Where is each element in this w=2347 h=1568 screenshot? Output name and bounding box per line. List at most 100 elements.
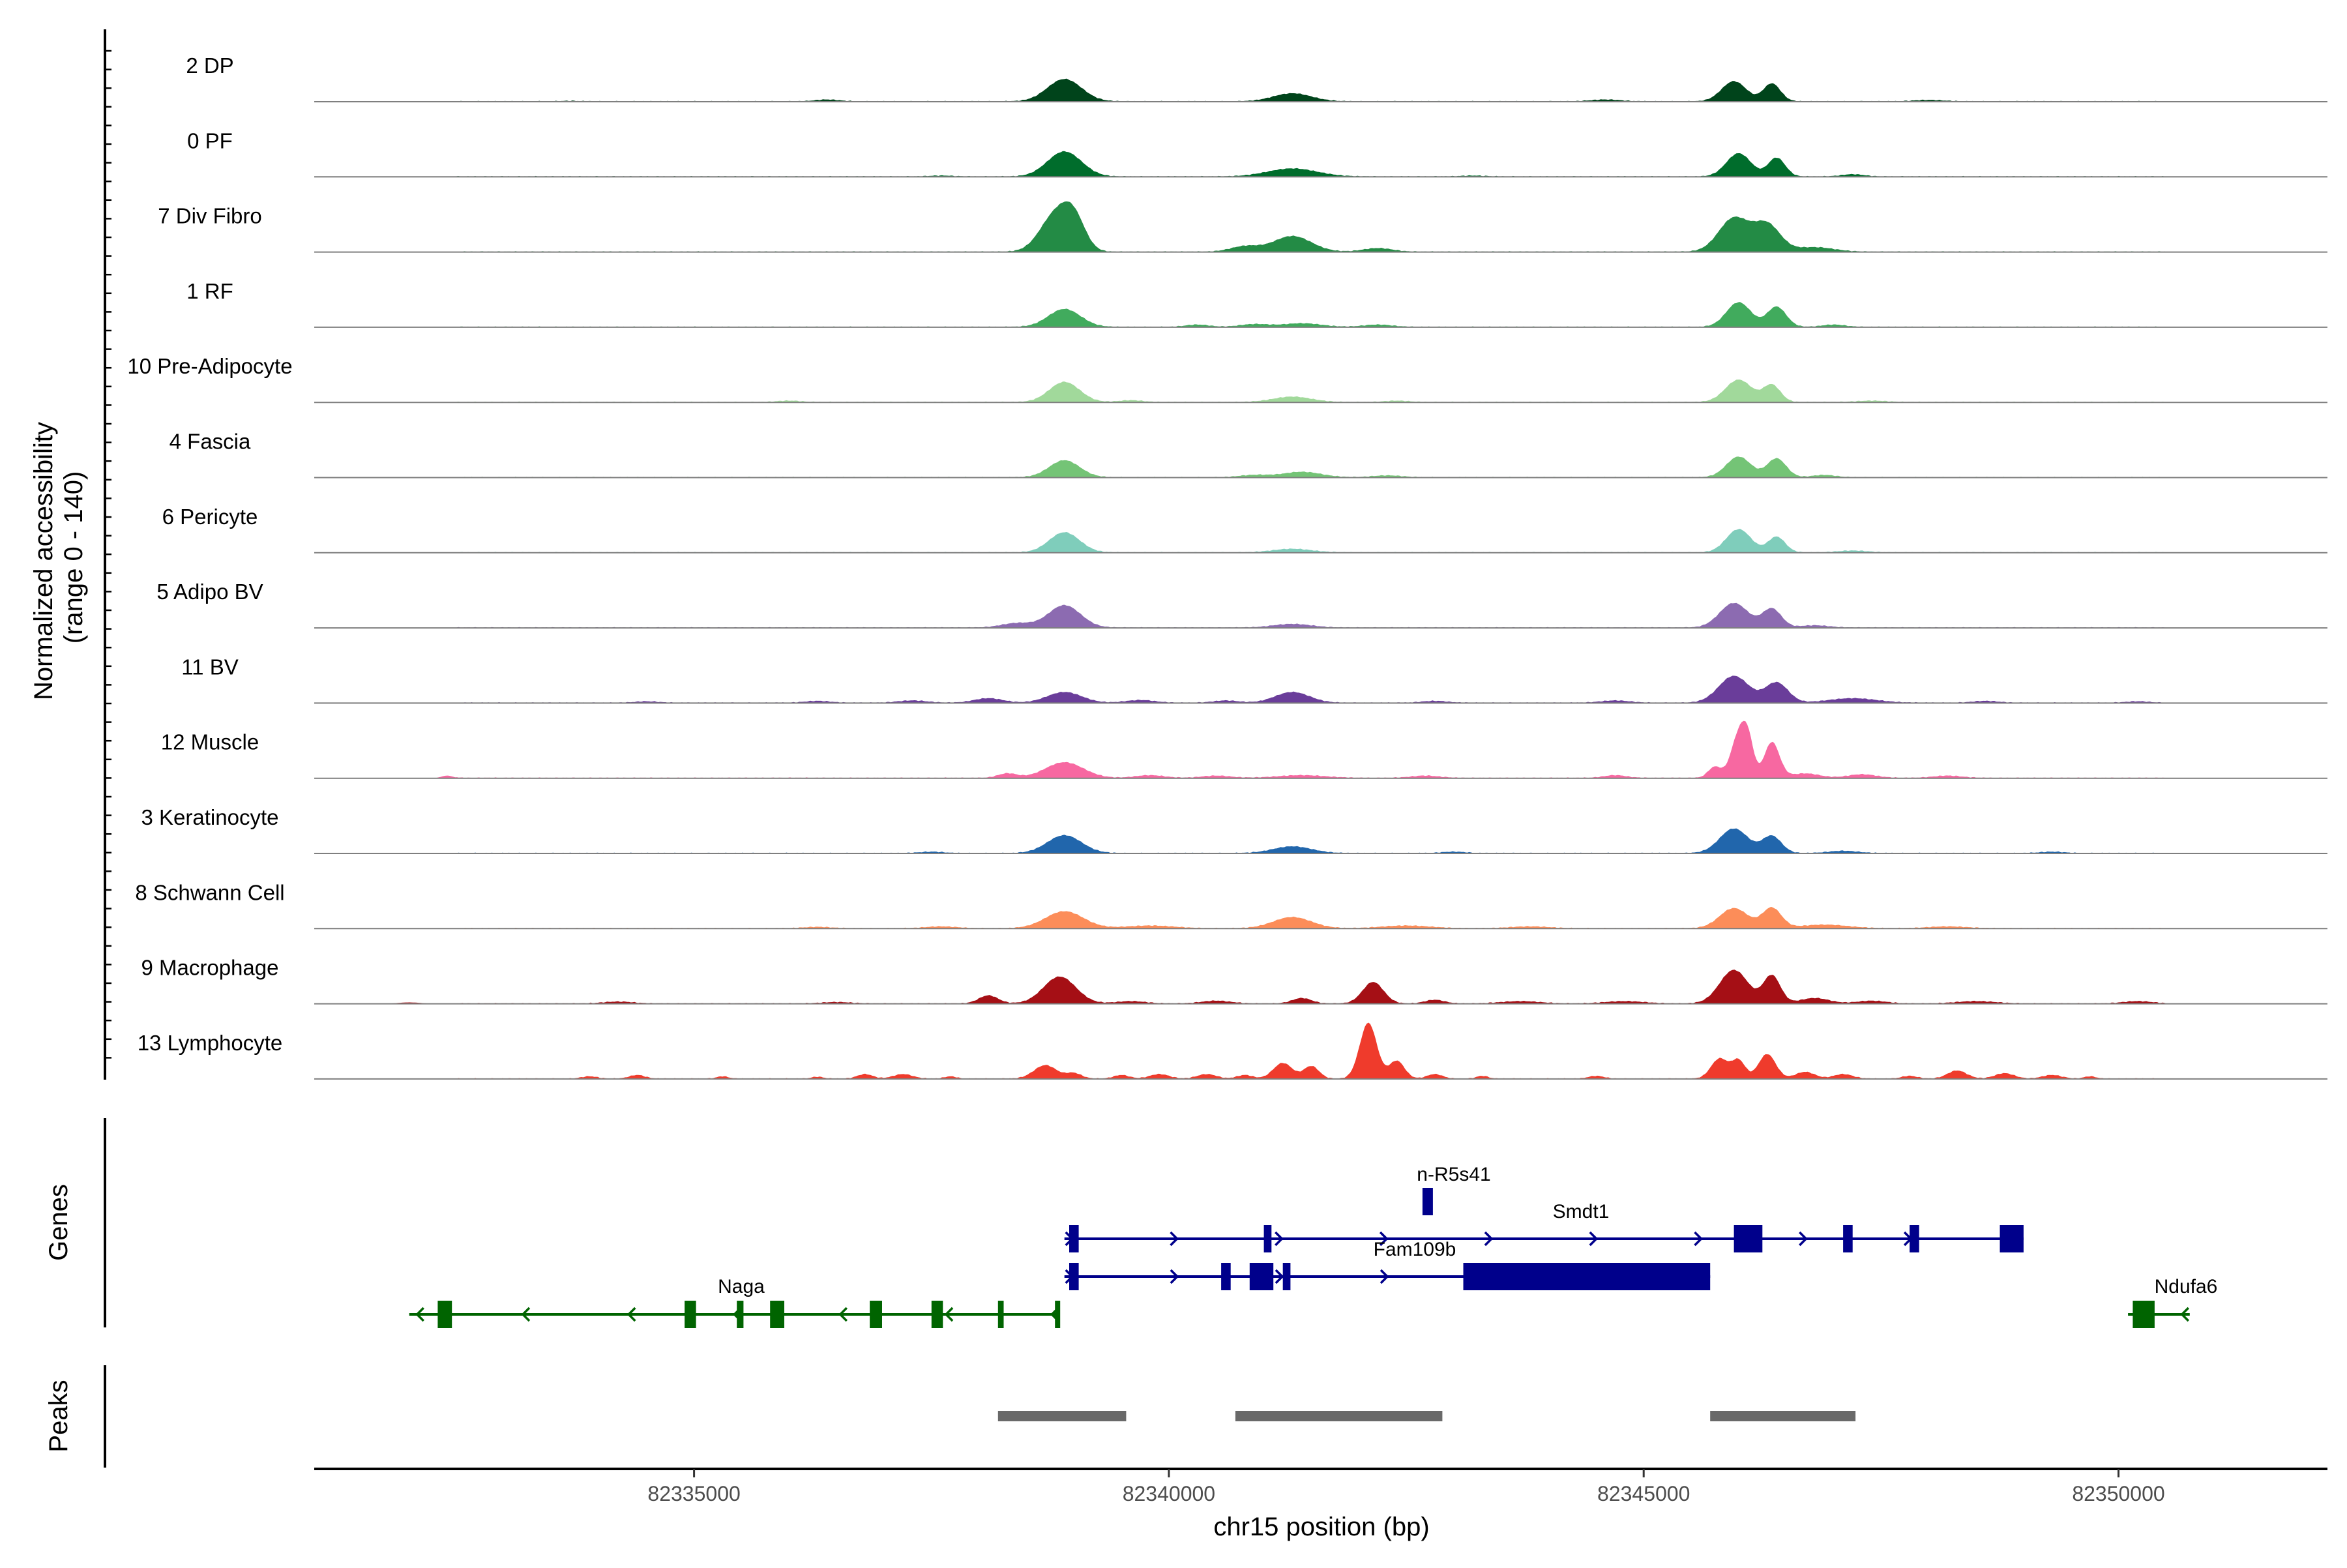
x-tick-label: 82335000 (647, 1482, 740, 1505)
coverage-area-10-pre-adipocyte (314, 379, 2327, 403)
exon-block (1069, 1263, 1079, 1290)
exon-block (997, 1301, 1004, 1328)
coverage-area-2-dp (314, 78, 2327, 102)
y-axis (104, 29, 111, 1080)
exon-block (1843, 1225, 1853, 1252)
gene-n-r5s41: n-R5s41 (1417, 1164, 1491, 1215)
exon-block (1282, 1263, 1291, 1290)
strand-arrow (1694, 1231, 1703, 1247)
gene-ndufa6: Ndufa6 (2128, 1276, 2217, 1328)
gene-label-ndufa6: Ndufa6 (2155, 1276, 2218, 1297)
exon-block (1263, 1225, 1272, 1252)
strand-arrow (1275, 1269, 1284, 1284)
coverage-area-3-keratinocyte (314, 828, 2327, 853)
track-8-schwann-cell: 8 Schwann Cell (135, 880, 2327, 930)
exon-block (685, 1301, 696, 1328)
x-tick-label: 82340000 (1123, 1482, 1215, 1505)
track-label-12-muscle: 12 Muscle (161, 730, 259, 754)
track-label-5-adipo-bv: 5 Adipo BV (156, 580, 263, 604)
track-label-13-lymphocyte: 13 Lymphocyte (138, 1031, 283, 1055)
exon-block (1734, 1225, 1763, 1252)
coverage-area-8-schwann-cell (314, 906, 2327, 929)
strand-arrow (1379, 1231, 1389, 1247)
exon-block (1422, 1188, 1433, 1215)
y-axis-title: Normalized accessibility (range 0 - 140) (29, 415, 88, 700)
track-label-4-fascia: 4 Fascia (170, 430, 251, 454)
exon-block (931, 1301, 943, 1328)
strand-arrow (2180, 1307, 2190, 1322)
track-label-10-pre-adipocyte: 10 Pre-Adipocyte (127, 354, 292, 378)
track-12-muscle: 12 Muscle (161, 720, 2327, 779)
track-label-11-bv: 11 BV (181, 655, 238, 679)
strand-arrow (1380, 1269, 1389, 1284)
gene-annotation-panel: Naga Smdt1 Fam109b n-R5s41 Ndufa6 (104, 1118, 2217, 1328)
exon-block (770, 1301, 784, 1328)
strand-arrow (1484, 1231, 1494, 1247)
exon-block (1069, 1225, 1079, 1252)
gene-naga: Naga (409, 1276, 1061, 1328)
peak-region (1235, 1411, 1443, 1421)
exon-block (1055, 1301, 1061, 1328)
exon-block (1221, 1263, 1231, 1290)
coverage-area-13-lymphocyte (314, 1022, 2327, 1079)
gene-label-n-r5s41: n-R5s41 (1417, 1164, 1490, 1185)
coverage-area-5-adipo-bv (314, 602, 2327, 629)
gene-smdt1: Smdt1 (1064, 1201, 2024, 1252)
peak-region (997, 1411, 1127, 1421)
gene-label-smdt1: Smdt1 (1553, 1201, 1610, 1222)
track-label-1-rf: 1 RF (186, 279, 233, 303)
track-4-fascia: 4 Fascia (170, 430, 2327, 479)
gene-label-fam109b: Fam109b (1374, 1239, 1456, 1260)
coverage-tracks: 2 DP 0 PF 7 Div Fibro 1 RF 10 Pre-Adipocyte 4… (127, 53, 2327, 1080)
track-11-bv: 11 BV (181, 655, 2327, 704)
exon-block (2133, 1301, 2155, 1328)
gene-fam109b: Fam109b (1064, 1239, 1711, 1290)
strand-arrow (1799, 1231, 1808, 1247)
strand-arrow (1170, 1231, 1179, 1247)
x-tick-label: 82350000 (2072, 1482, 2164, 1505)
gene-label-naga: Naga (718, 1276, 765, 1297)
track-label-7-div-fibro: 7 Div Fibro (158, 204, 262, 228)
track-9-macrophage: 9 Macrophage (141, 956, 2327, 1005)
exon-block (2000, 1225, 2024, 1252)
exon-block (1910, 1225, 1919, 1252)
x-axis: 82335000 82340000 82345000 82350000 (314, 1468, 2327, 1505)
strand-arrow (627, 1307, 636, 1322)
track-label-8-schwann-cell: 8 Schwann Cell (135, 880, 284, 904)
track-5-adipo-bv: 5 Adipo BV (156, 580, 2327, 629)
coverage-area-9-macrophage (314, 969, 2327, 1004)
track-3-keratinocyte: 3 Keratinocyte (141, 805, 2327, 854)
coverage-area-12-muscle (314, 720, 2327, 778)
coverage-area-0-pf (314, 151, 2327, 177)
coverage-area-6-pericyte (314, 529, 2327, 553)
coverage-area-1-rf (314, 302, 2327, 327)
track-7-div-fibro: 7 Div Fibro (158, 201, 2327, 253)
strand-arrow (415, 1307, 424, 1322)
track-13-lymphocyte: 13 Lymphocyte (138, 1022, 2327, 1080)
x-tick-label: 82345000 (1597, 1482, 1690, 1505)
track-2-dp: 2 DP (186, 53, 2327, 102)
x-axis-title: chr15 position (bp) (1213, 1513, 1429, 1541)
y-axis-title-line-2: (range 0 - 140) (59, 471, 88, 644)
coverage-area-11-bv (314, 675, 2327, 703)
peak-region (1710, 1411, 1856, 1421)
strand-arrow (521, 1307, 531, 1322)
strand-arrow (838, 1307, 848, 1322)
exon-block (437, 1301, 452, 1328)
track-label-0-pf: 0 PF (187, 128, 233, 153)
strand-arrow (944, 1307, 954, 1322)
track-label-9-macrophage: 9 Macrophage (141, 956, 279, 980)
coverage-area-7-div-fibro (314, 201, 2327, 252)
track-10-pre-adipocyte: 10 Pre-Adipocyte (127, 354, 2327, 404)
exon-block (1249, 1263, 1274, 1290)
strand-arrow (1170, 1269, 1179, 1284)
track-label-6-pericyte: 6 Pericyte (162, 505, 258, 529)
track-6-pericyte: 6 Pericyte (162, 505, 2327, 554)
peaks-panel (104, 1365, 1856, 1468)
exon-block (870, 1301, 882, 1328)
y-axis-title-line-1: Normalized accessibility (29, 422, 58, 700)
genes-panel-title: Genes (44, 1184, 73, 1261)
track-label-3-keratinocyte: 3 Keratinocyte (141, 805, 279, 829)
